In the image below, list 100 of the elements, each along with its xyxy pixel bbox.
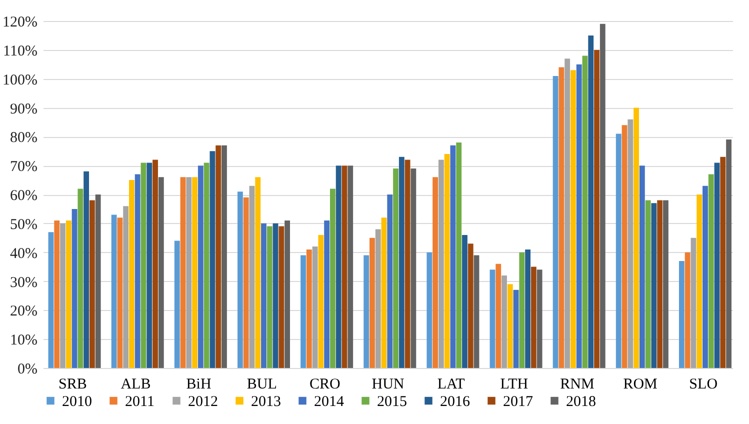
bar bbox=[502, 275, 507, 368]
bar bbox=[306, 249, 312, 368]
legend-label: 2010 bbox=[62, 394, 92, 410]
bar bbox=[708, 174, 714, 368]
y-tick-label: 30% bbox=[10, 274, 38, 291]
bar bbox=[336, 166, 342, 368]
bar bbox=[330, 188, 336, 368]
bar bbox=[696, 194, 702, 368]
bar bbox=[375, 229, 381, 368]
bar bbox=[129, 180, 134, 368]
legend-label: 2018 bbox=[566, 394, 596, 410]
bar bbox=[95, 194, 101, 368]
bar bbox=[474, 255, 480, 368]
x-tick-label: CRO bbox=[310, 376, 341, 392]
bar bbox=[588, 35, 594, 368]
bar bbox=[450, 145, 456, 368]
bar bbox=[364, 255, 370, 368]
bar bbox=[513, 290, 519, 368]
y-tick-label: 110% bbox=[3, 43, 38, 60]
bar bbox=[519, 252, 525, 368]
legend-label: 2011 bbox=[125, 394, 154, 410]
bar bbox=[60, 223, 66, 368]
bar bbox=[426, 252, 432, 368]
bar bbox=[370, 238, 375, 368]
bar bbox=[192, 177, 198, 368]
bar bbox=[300, 255, 306, 368]
bar bbox=[645, 200, 651, 368]
bar bbox=[180, 177, 186, 368]
bar bbox=[312, 246, 318, 368]
bar bbox=[111, 214, 117, 368]
bar bbox=[210, 151, 216, 368]
legend-label: 2013 bbox=[251, 394, 281, 410]
y-tick-label: 0% bbox=[18, 362, 38, 378]
bar bbox=[496, 264, 502, 368]
bar bbox=[117, 218, 123, 368]
bar bbox=[348, 166, 354, 368]
bar bbox=[278, 226, 284, 368]
bar bbox=[318, 234, 324, 368]
bar bbox=[324, 220, 330, 368]
bar bbox=[134, 174, 140, 368]
bar bbox=[249, 186, 255, 368]
bar bbox=[243, 197, 249, 368]
bar bbox=[272, 223, 278, 368]
y-tick-label: 70% bbox=[10, 159, 38, 176]
x-tick-label: BiH bbox=[186, 376, 212, 392]
bar bbox=[582, 56, 588, 368]
x-tick-label: LTH bbox=[500, 376, 528, 392]
bar bbox=[651, 203, 657, 368]
bar bbox=[146, 162, 152, 368]
bar bbox=[237, 192, 243, 368]
bar bbox=[255, 177, 261, 368]
bar bbox=[216, 145, 222, 368]
bar bbox=[536, 270, 542, 368]
bar bbox=[564, 58, 570, 368]
y-tick-label: 100% bbox=[2, 72, 38, 88]
bar bbox=[525, 249, 531, 368]
bar bbox=[222, 145, 227, 368]
bar bbox=[507, 284, 513, 368]
bar bbox=[720, 156, 726, 368]
x-tick-label: SRB bbox=[58, 376, 87, 392]
bar bbox=[570, 70, 576, 368]
bar bbox=[84, 171, 90, 368]
bar bbox=[678, 261, 684, 368]
bar bbox=[576, 64, 582, 368]
bar bbox=[490, 270, 496, 368]
y-tick-label: 20% bbox=[10, 304, 38, 320]
y-tick-label: 120% bbox=[2, 14, 38, 30]
y-tick-label: 40% bbox=[10, 246, 38, 262]
x-tick-label: RNM bbox=[560, 376, 594, 392]
bar bbox=[438, 160, 444, 368]
bar bbox=[48, 232, 54, 368]
bar bbox=[54, 220, 60, 368]
bar bbox=[204, 162, 210, 368]
bar bbox=[186, 177, 192, 368]
bar bbox=[462, 234, 468, 368]
bar bbox=[198, 166, 204, 368]
legend-label: 2014 bbox=[314, 394, 344, 410]
bar bbox=[78, 188, 84, 368]
bar bbox=[657, 200, 663, 368]
bar bbox=[684, 252, 690, 368]
bar bbox=[174, 240, 180, 368]
bar bbox=[432, 177, 438, 368]
bar bbox=[600, 24, 606, 368]
legend-label: 2015 bbox=[377, 394, 407, 410]
bar bbox=[552, 76, 558, 368]
y-tick-label: 10% bbox=[10, 332, 38, 349]
bar bbox=[639, 166, 645, 368]
bar bbox=[66, 220, 72, 368]
bar bbox=[261, 223, 266, 368]
bar bbox=[690, 238, 696, 368]
bar bbox=[152, 160, 158, 368]
y-tick-label: 50% bbox=[10, 216, 38, 233]
bar bbox=[616, 134, 622, 368]
bar bbox=[398, 156, 404, 368]
bar bbox=[387, 194, 393, 368]
bar bbox=[123, 206, 129, 368]
legend-label: 2016 bbox=[440, 394, 470, 410]
legend-label: 2012 bbox=[188, 394, 218, 410]
x-tick-label: BUL bbox=[246, 376, 277, 392]
bar bbox=[393, 168, 398, 368]
